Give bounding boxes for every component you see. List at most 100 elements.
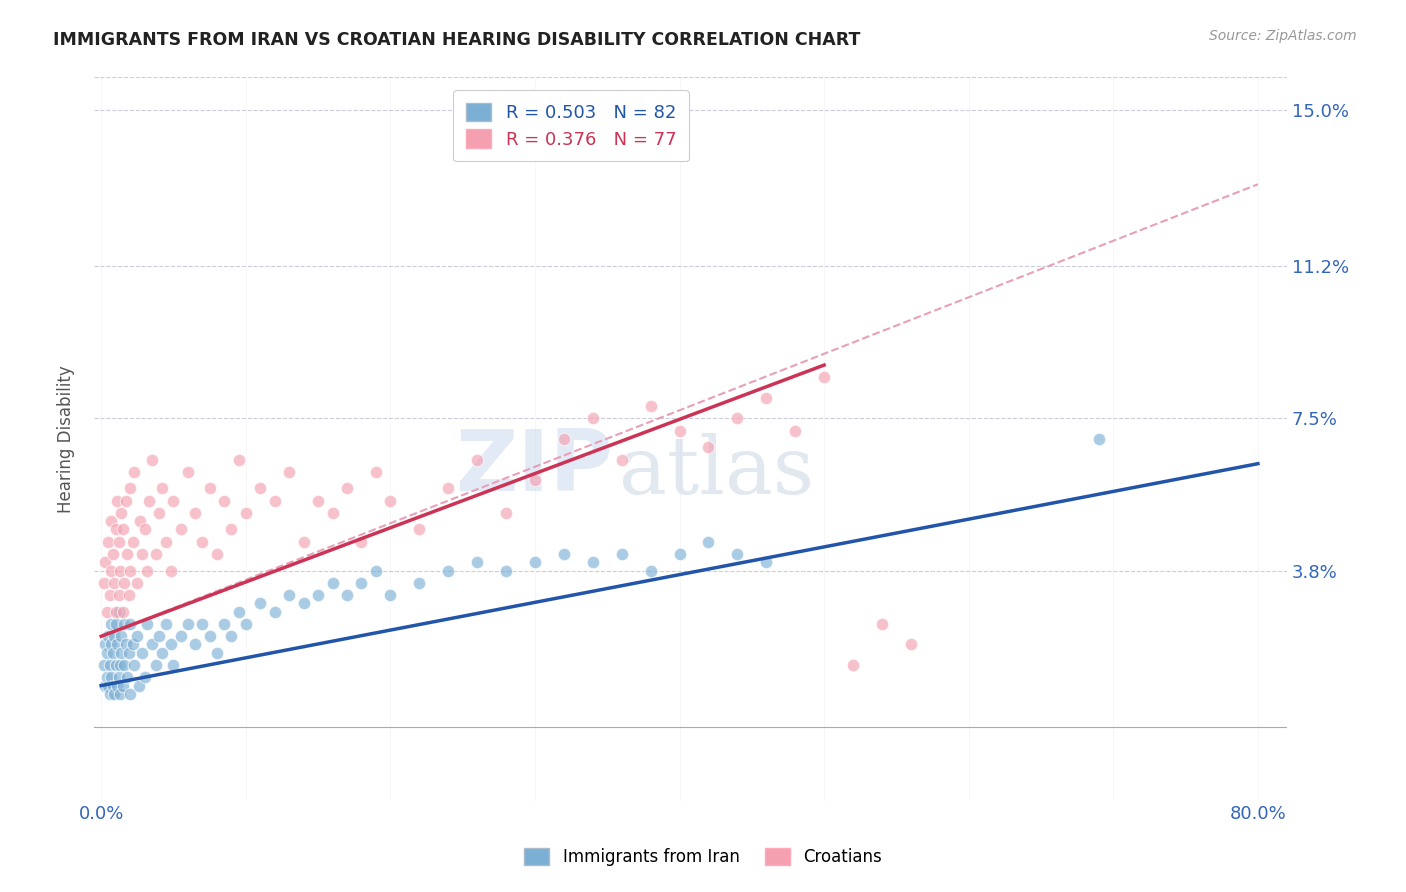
Point [107, 534, 129, 549]
Point [108, 658, 131, 673]
Point [104, 523, 127, 537]
Point [114, 638, 136, 652]
Point [162, 658, 184, 673]
Point [725, 547, 748, 561]
Point [129, 514, 152, 528]
Point [93, 575, 115, 590]
Point [350, 534, 373, 549]
Point [101, 679, 124, 693]
Point [105, 638, 128, 652]
Point [263, 493, 285, 508]
Legend: Immigrants from Iran, Croatians: Immigrants from Iran, Croatians [517, 841, 889, 873]
Point [184, 638, 207, 652]
Point [697, 534, 720, 549]
Point [107, 605, 129, 619]
Point [162, 493, 184, 508]
Point [134, 523, 156, 537]
Point [170, 629, 193, 643]
Point [96, 670, 118, 684]
Point [465, 452, 488, 467]
Point [120, 616, 142, 631]
Point [148, 629, 170, 643]
Point [120, 564, 142, 578]
Point [191, 616, 214, 631]
Point [408, 575, 430, 590]
Point [100, 616, 122, 631]
Point [212, 493, 235, 508]
Text: atlas: atlas [619, 433, 814, 510]
Point [96, 605, 118, 619]
Point [111, 679, 134, 693]
Point [870, 616, 893, 631]
Point [668, 424, 690, 438]
Point [221, 629, 243, 643]
Point [94, 638, 117, 652]
Point [159, 638, 181, 652]
Point [96, 646, 118, 660]
Point [150, 481, 173, 495]
Point [101, 646, 124, 660]
Point [122, 534, 145, 549]
Text: IMMIGRANTS FROM IRAN VS CROATIAN HEARING DISABILITY CORRELATION CHART: IMMIGRANTS FROM IRAN VS CROATIAN HEARING… [53, 31, 860, 49]
Point [100, 514, 122, 528]
Point [103, 629, 125, 643]
Point [437, 564, 460, 578]
Point [900, 638, 922, 652]
Point [97, 679, 120, 693]
Point [640, 399, 662, 413]
Point [495, 506, 517, 520]
Point [668, 547, 690, 561]
Point [249, 596, 271, 610]
Point [127, 629, 149, 643]
Point [100, 638, 122, 652]
Point [159, 564, 181, 578]
Point [112, 575, 135, 590]
Point [108, 564, 131, 578]
Point [364, 564, 387, 578]
Point [755, 391, 778, 405]
Point [105, 493, 128, 508]
Point [107, 588, 129, 602]
Point [141, 638, 163, 652]
Point [128, 679, 150, 693]
Point [110, 506, 132, 520]
Point [184, 506, 207, 520]
Point [582, 555, 605, 569]
Point [107, 670, 129, 684]
Point [221, 523, 243, 537]
Point [465, 555, 488, 569]
Point [697, 440, 720, 454]
Point [104, 658, 127, 673]
Point [138, 493, 160, 508]
Point [98, 658, 121, 673]
Point [100, 564, 122, 578]
Point [380, 588, 402, 602]
Point [205, 646, 228, 660]
Point [93, 658, 115, 673]
Y-axis label: Hearing Disability: Hearing Disability [58, 365, 75, 513]
Point [278, 588, 301, 602]
Point [94, 555, 117, 569]
Point [131, 646, 153, 660]
Point [523, 473, 546, 487]
Point [228, 452, 250, 467]
Point [278, 465, 301, 479]
Text: Source: ZipAtlas.com: Source: ZipAtlas.com [1209, 29, 1357, 43]
Point [136, 616, 159, 631]
Point [115, 670, 138, 684]
Point [205, 547, 228, 561]
Point [124, 658, 146, 673]
Point [437, 481, 460, 495]
Point [228, 605, 250, 619]
Point [292, 534, 315, 549]
Point [380, 493, 402, 508]
Point [101, 547, 124, 561]
Point [148, 506, 170, 520]
Point [100, 670, 122, 684]
Point [110, 646, 132, 660]
Point [111, 523, 134, 537]
Point [104, 605, 127, 619]
Point [336, 481, 359, 495]
Point [191, 534, 214, 549]
Point [292, 596, 315, 610]
